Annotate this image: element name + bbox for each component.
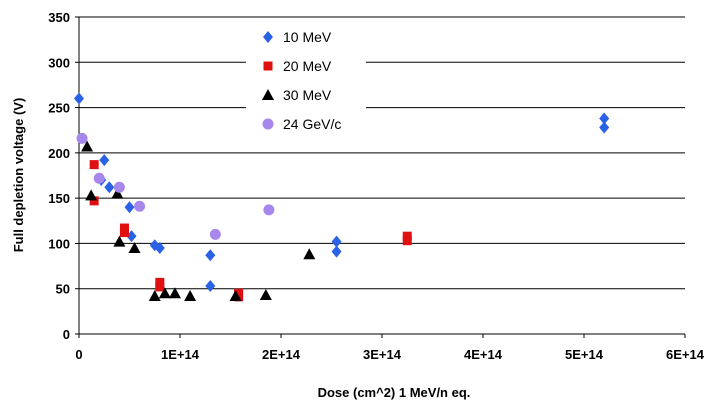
gridlines [79,16,685,290]
data-point [93,172,105,184]
data-point [128,241,141,253]
y-tick-label: 200 [48,146,70,161]
data-point [111,187,124,199]
legend-label: 20 MeV [283,58,332,74]
data-point [124,201,135,214]
x-tick-label: 4E+14 [464,347,503,362]
data-point [76,132,88,144]
legend-marker [263,31,273,43]
legend: 10 MeV 20 MeV 30 MeV 24 GeV/c [246,25,366,145]
data-point [599,121,610,134]
y-tick-label: 50 [56,282,70,297]
data-point [126,230,137,243]
data-point [119,228,129,238]
y-tick-label: 350 [48,10,70,25]
y-tick-label: 250 [48,101,70,116]
y-tick-label: 100 [48,236,70,251]
data-point [331,245,342,258]
data-point [402,231,412,241]
data-point [158,287,171,299]
data-point [205,279,216,292]
data-point [331,235,342,248]
axes [75,16,686,338]
y-tick-label: 150 [48,191,70,206]
legend-marker [262,118,274,130]
data-point [259,289,272,301]
data-point [303,248,316,260]
x-tick-label: 3E+14 [363,347,402,362]
data-point [168,287,181,299]
data-point [81,140,94,152]
legend-marker [262,89,274,100]
x-tick-label: 6E+14 [666,347,705,362]
y-tick-labels: 0 50 100 150 200 250 300 350 [48,10,70,342]
data-point [599,112,610,125]
data-point [148,289,161,301]
series-1 [74,92,610,292]
data-point [205,249,216,262]
data-point [119,223,129,233]
series-3 [81,140,316,301]
data-point [402,236,412,246]
data-point [74,92,84,105]
data-point [99,154,110,167]
x-tick-label: 0 [75,347,82,362]
data-point [209,228,221,240]
y-tick-label: 0 [63,327,70,342]
data-point [104,181,115,194]
legend-marker [263,61,273,71]
data-point [89,196,99,206]
series-4 [76,132,275,240]
data-point [155,282,165,292]
data-point [113,235,126,247]
data-point [89,160,99,170]
data-point [154,241,165,254]
y-axis-title: Full depletion voltage (V) [11,98,26,253]
x-tick-label: 5E+14 [565,347,604,362]
data-point [229,289,242,301]
x-tick-label: 2E+14 [262,347,301,362]
x-axis-title: Dose (cm^2) 1 MeV/n eq. [318,385,471,400]
data-point [134,200,146,212]
data-point [184,289,197,301]
x-tick-labels: 0 1E+14 2E+14 3E+14 4E+14 5E+14 6E+14 [75,347,704,362]
legend-label: 30 MeV [283,87,332,103]
legend-label: 10 MeV [283,29,332,45]
y-tick-label: 300 [48,55,70,70]
plot-area [79,17,685,334]
data-point [263,204,275,216]
x-tick-label: 1E+14 [161,347,200,362]
data-point [155,277,165,287]
data-point [85,189,98,201]
data-points [74,92,610,302]
data-point [113,181,125,193]
legend-label: 24 GeV/c [283,116,341,132]
